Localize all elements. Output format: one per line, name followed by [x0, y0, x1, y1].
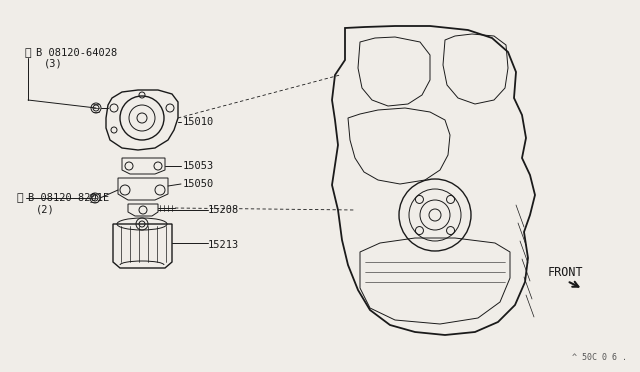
Text: ^ 50C 0 6 .: ^ 50C 0 6 . [573, 353, 627, 362]
Text: FRONT: FRONT [547, 266, 583, 279]
Text: (3): (3) [44, 59, 63, 69]
Text: 15208: 15208 [208, 205, 239, 215]
Text: B 08120-64028: B 08120-64028 [36, 48, 117, 58]
Text: (2): (2) [36, 204, 55, 214]
Text: Ⓑ: Ⓑ [25, 48, 31, 58]
Text: B 08120-8201E: B 08120-8201E [28, 193, 109, 203]
Text: 15053: 15053 [183, 161, 214, 171]
Text: 15010: 15010 [183, 117, 214, 127]
Text: 15050: 15050 [183, 179, 214, 189]
Text: 15213: 15213 [208, 240, 239, 250]
Text: Ⓑ: Ⓑ [17, 193, 23, 203]
